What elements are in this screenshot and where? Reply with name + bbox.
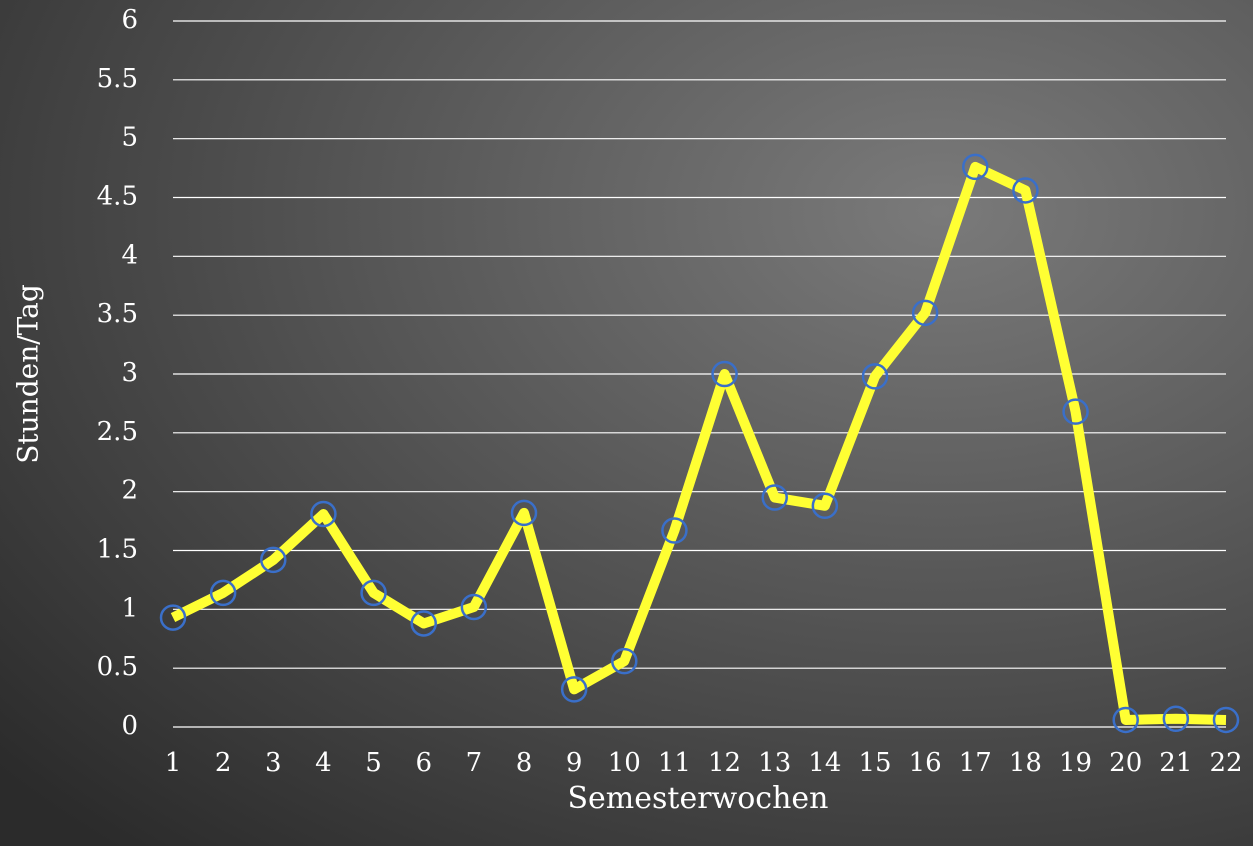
x-tick-label: 10 — [608, 748, 641, 778]
x-tick-label: 20 — [1109, 748, 1142, 778]
x-tick-label: 4 — [315, 748, 332, 778]
x-tick-label: 13 — [758, 748, 791, 778]
y-tick-label: 1.5 — [97, 535, 138, 565]
marker — [1062, 398, 1089, 425]
y-tick-label: 2 — [121, 476, 138, 506]
x-tick-label: 9 — [566, 748, 583, 778]
marker — [711, 360, 738, 388]
marker — [460, 593, 488, 621]
marker — [1112, 706, 1139, 734]
marker — [310, 500, 337, 528]
x-tick-label: 19 — [1059, 748, 1092, 778]
marker — [1212, 706, 1240, 734]
y-tick-label: 5 — [121, 123, 138, 153]
x-tick-label: 7 — [466, 748, 483, 778]
x-tick-label: 15 — [858, 748, 891, 778]
y-tick-label: 2.5 — [97, 417, 138, 447]
x-tick-label: 6 — [415, 748, 432, 778]
x-tick-label: 11 — [658, 748, 691, 778]
y-tick-label: 6 — [121, 5, 138, 35]
y-tick-label: 5.5 — [97, 64, 138, 94]
marker — [159, 604, 187, 631]
x-axis-label: Semesterwochen — [568, 781, 829, 816]
marker — [360, 579, 387, 607]
y-tick-label: 1 — [121, 593, 138, 623]
marker — [1012, 177, 1039, 204]
x-tick-label: 2 — [215, 748, 232, 778]
marker — [661, 517, 688, 544]
y-tick-label: 4.5 — [97, 182, 138, 212]
y-tick-label: 4 — [121, 240, 138, 270]
line — [170, 161, 1227, 725]
marker — [1162, 705, 1190, 733]
y-tick-label: 3 — [121, 358, 138, 388]
marker — [560, 676, 588, 703]
marker — [962, 153, 989, 181]
marker — [861, 363, 889, 390]
marker — [611, 647, 638, 675]
x-tick-label: 8 — [516, 748, 533, 778]
x-tick-label: 3 — [265, 748, 282, 778]
y-tick-label: 0 — [121, 711, 138, 741]
x-tick-label: 5 — [365, 748, 382, 778]
y-axis-label: Stunden/Tag — [12, 284, 45, 464]
y-tick-label: 3.5 — [97, 299, 138, 329]
marker — [761, 484, 788, 511]
marker — [209, 579, 237, 607]
marker — [811, 492, 839, 520]
x-tick-label: 14 — [808, 748, 841, 778]
x-tick-label: 12 — [708, 748, 741, 778]
marker — [510, 499, 538, 527]
marker — [911, 299, 939, 327]
x-tick-label: 17 — [959, 748, 992, 778]
x-tick-label: 21 — [1159, 748, 1192, 778]
x-tick-label: 16 — [909, 748, 942, 778]
x-tick-label: 22 — [1209, 748, 1242, 778]
x-tick-label: 18 — [1009, 748, 1042, 778]
y-tick-label: 0.5 — [97, 652, 138, 682]
x-tick-label: 1 — [165, 748, 182, 778]
marker — [410, 610, 437, 637]
marker — [260, 546, 287, 574]
